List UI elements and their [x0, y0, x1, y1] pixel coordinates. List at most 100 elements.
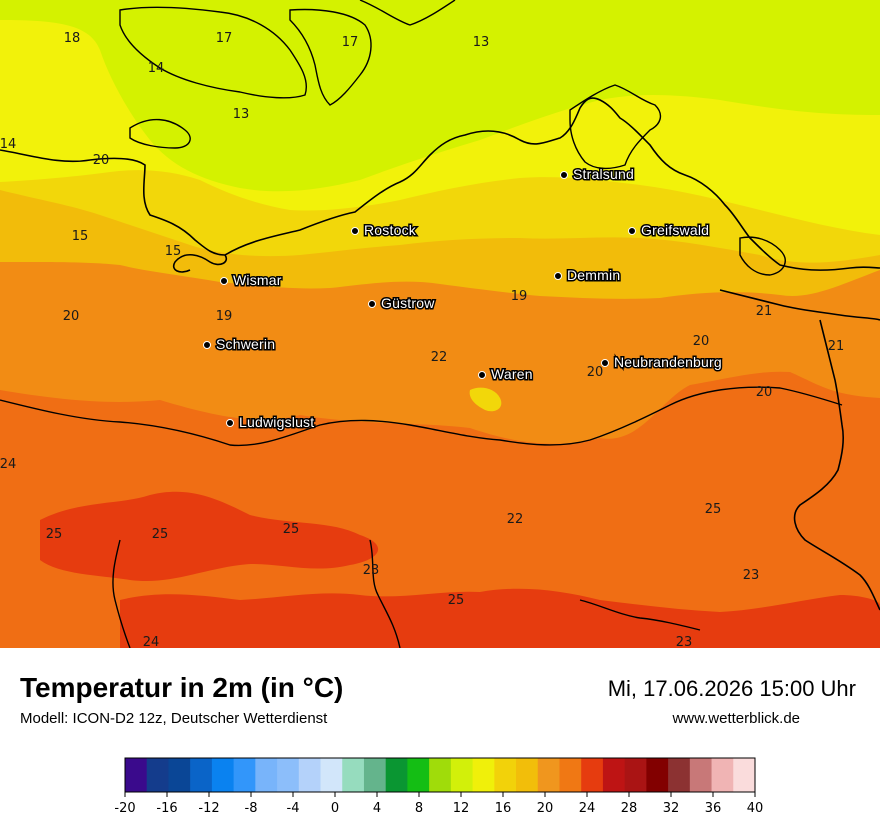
value-label: 25 [152, 527, 169, 542]
map-title: Temperatur in 2m (in °C) [20, 672, 344, 703]
city-stralsund[interactable]: Stralsund [560, 165, 635, 184]
value-label: 17 [342, 35, 359, 50]
website-link[interactable]: www.wetterblick.de [672, 710, 800, 727]
value-label: 22 [431, 350, 448, 365]
scale-swatch [624, 758, 647, 792]
city-label: Neubrandenburg [614, 354, 722, 370]
border-states [0, 386, 843, 648]
value-label: 20 [693, 334, 710, 349]
scale-tick-label: 28 [621, 801, 638, 816]
scale-border [124, 757, 756, 793]
scale-swatch [537, 758, 560, 792]
zone-25-west [40, 491, 379, 582]
city-dot [601, 359, 609, 367]
city-dot [351, 227, 359, 235]
value-label: 24 [0, 457, 16, 472]
model-info: Modell: ICON-D2 12z, Deutscher Wetterdie… [20, 710, 328, 727]
scale-swatch [646, 758, 669, 792]
value-label: 24 [143, 635, 160, 648]
scale-swatch [385, 758, 408, 792]
city-dot [203, 341, 211, 349]
scale-tick-label: 40 [747, 801, 764, 816]
coastline-lolland [119, 6, 307, 99]
city-label: Ludwigslust [239, 414, 314, 430]
scale-swatch [125, 758, 148, 792]
zone-13 [0, 0, 880, 192]
coastline-falster [289, 8, 372, 106]
value-label: 13 [233, 107, 250, 122]
value-label: 25 [448, 593, 465, 608]
scale-tick-label: 36 [705, 801, 722, 816]
scale-swatch [407, 758, 430, 792]
scale-swatch [668, 758, 691, 792]
city-dot [554, 272, 562, 280]
scale-swatch [559, 758, 582, 792]
scale-swatch [255, 758, 278, 792]
scale-tick-label: -16 [156, 801, 177, 816]
value-label: 23 [743, 568, 760, 583]
value-label: 23 [363, 563, 380, 578]
scale-swatch [689, 758, 713, 792]
value-label: 25 [283, 522, 300, 537]
scale-swatch [190, 758, 213, 792]
value-label: 20 [756, 385, 773, 400]
value-label: 13 [473, 35, 490, 50]
scale-swatch [298, 758, 322, 792]
scale-swatch [472, 758, 495, 792]
city-rostock[interactable]: Rostock [351, 221, 418, 240]
coastline-zealand [359, 0, 456, 26]
city-wismar[interactable]: Wismar [220, 271, 283, 290]
value-label: 14 [0, 137, 16, 152]
zone-21-waren [469, 387, 502, 412]
city-greifswald[interactable]: Greifswald [628, 221, 710, 240]
scale-tick-label: 32 [663, 801, 680, 816]
scale-tick-label: 0 [331, 801, 339, 816]
value-label: 19 [216, 309, 233, 324]
city-markers: Stralsund Rostock Greifswald Wismar Demmin Gü… [203, 165, 723, 432]
city-neubrandenburg[interactable]: Neubrandenburg [601, 353, 723, 372]
scale-swatch [516, 758, 539, 792]
footer: Temperatur in 2m (in °C) Modell: ICON-D2… [0, 648, 880, 830]
city-dot [368, 300, 376, 308]
value-label: 20 [63, 309, 80, 324]
city-dot [560, 171, 568, 179]
color-scale-legend: -20 -16 -12 -8 -4 0 4 8 12 16 20 24 28 32 36 40 [114, 757, 764, 816]
city-demmin[interactable]: Demmin [554, 266, 622, 285]
scale-swatch [363, 758, 387, 792]
scale-tick-label: -20 [114, 801, 135, 816]
city-label: Waren [491, 366, 533, 382]
city-dot [220, 277, 228, 285]
scale-swatch [602, 758, 626, 792]
value-label: 14 [148, 61, 165, 76]
city-waren[interactable]: Waren [478, 365, 534, 384]
coastline-ruegen [569, 84, 662, 170]
city-güstrow[interactable]: Güstrow [368, 294, 437, 313]
scale-swatch [581, 758, 604, 792]
forecast-datetime: Mi, 17.06.2026 15:00 Uhr [607, 676, 856, 701]
scale-tick-label: 12 [453, 801, 470, 816]
scale-swatch [146, 758, 169, 792]
city-label: Stralsund [573, 166, 634, 182]
city-label: Güstrow [381, 295, 435, 311]
value-labels: 18 17 17 13 14 13 14 20 15 15 20 19 19 22 21 20 21 20 20 24… [0, 31, 844, 648]
scale-tick-label: -4 [287, 801, 300, 816]
value-label: 20 [587, 365, 604, 380]
scale-swatch [450, 758, 474, 792]
scale-swatch [211, 758, 235, 792]
scale-swatch [233, 758, 256, 792]
scale-tick-label: 20 [537, 801, 554, 816]
scale-swatch [733, 758, 756, 792]
coastline-usedom [739, 236, 786, 276]
scale-swatch [320, 758, 343, 792]
scale-swatch [277, 758, 300, 792]
city-ludwigslust[interactable]: Ludwigslust [226, 413, 316, 432]
value-label: 15 [72, 229, 89, 244]
city-schwerin[interactable]: Schwerin [203, 335, 276, 354]
temperature-map[interactable]: 18 17 17 13 14 13 14 20 15 15 20 19 19 22 21 20 21 20 20 24… [0, 0, 880, 648]
value-label: 23 [676, 635, 693, 648]
scale-tick-label: -8 [245, 801, 258, 816]
scale-tick-label: 4 [373, 801, 381, 816]
city-dot [628, 227, 636, 235]
value-label: 20 [93, 153, 110, 168]
scale-swatch [342, 758, 365, 792]
